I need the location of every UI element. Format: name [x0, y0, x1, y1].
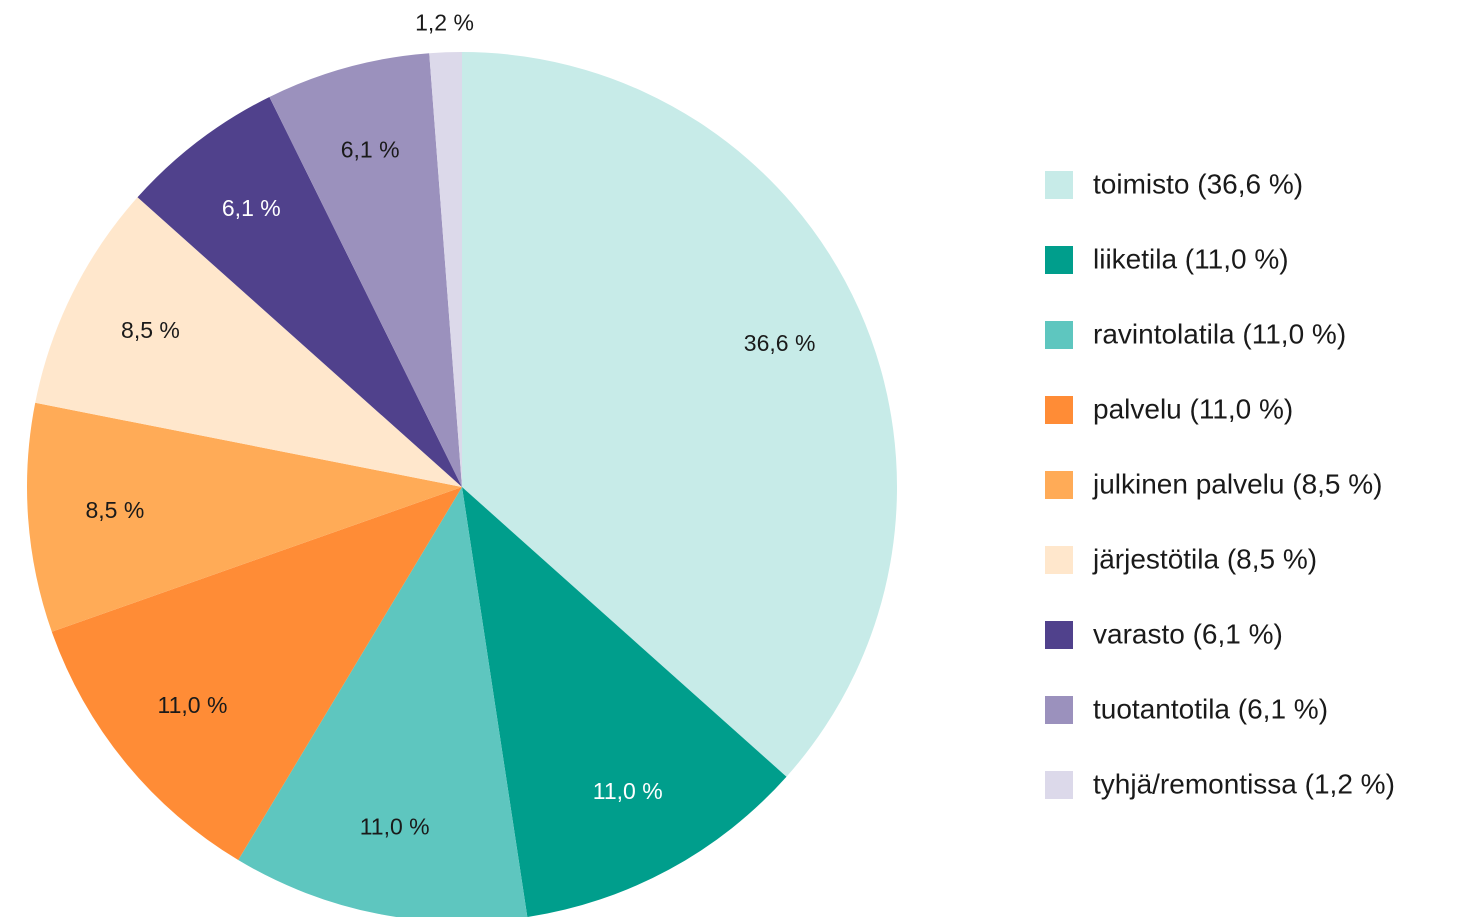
- legend-label: julkinen palvelu (8,5 %): [1092, 468, 1383, 499]
- legend-label: varasto (6,1 %): [1093, 618, 1283, 649]
- pie-slice: [137, 96, 462, 487]
- legend-swatch: [1045, 621, 1073, 649]
- legend-swatch: [1045, 771, 1073, 799]
- legend-swatch: [1045, 246, 1073, 274]
- slice-label: 6,1 %: [341, 136, 400, 162]
- slice-label: 6,1 %: [222, 195, 281, 221]
- legend-swatch: [1045, 546, 1073, 574]
- legend-swatch: [1045, 696, 1073, 724]
- pie-slice: [51, 487, 462, 861]
- legend-label: liiketila (11,0 %): [1093, 243, 1289, 274]
- legend-label: palvelu (11,0 %): [1093, 393, 1293, 424]
- legend-label: toimisto (36,6 %): [1093, 168, 1303, 199]
- slice-label: 11,0 %: [158, 692, 228, 718]
- legend-swatch: [1045, 396, 1073, 424]
- legend-swatch: [1045, 171, 1073, 199]
- legend-swatch: [1045, 471, 1073, 499]
- slice-label: 11,0 %: [593, 778, 663, 804]
- slice-label: 36,6 %: [744, 330, 816, 356]
- legend-label: järjestötila (8,5 %): [1092, 543, 1317, 574]
- slice-label: 1,2 %: [415, 9, 474, 35]
- slice-label: 8,5 %: [121, 317, 180, 343]
- legend-label: tyhjä/remontissa (1,2 %): [1093, 768, 1395, 799]
- pie-slice: [462, 487, 787, 917]
- pie-slice: [238, 487, 528, 917]
- pie-slice: [429, 52, 462, 487]
- pie-slice: [269, 53, 462, 488]
- pie-slice: [35, 197, 463, 487]
- legend-label: ravintolatila (11,0 %): [1093, 318, 1346, 349]
- legend-label: tuotantotila (6,1 %): [1093, 693, 1328, 724]
- pie-slice: [26, 402, 463, 632]
- slice-label: 8,5 %: [85, 497, 144, 523]
- slice-label: 11,0 %: [360, 813, 430, 839]
- legend-swatch: [1045, 321, 1073, 349]
- pie-slice: [462, 52, 897, 777]
